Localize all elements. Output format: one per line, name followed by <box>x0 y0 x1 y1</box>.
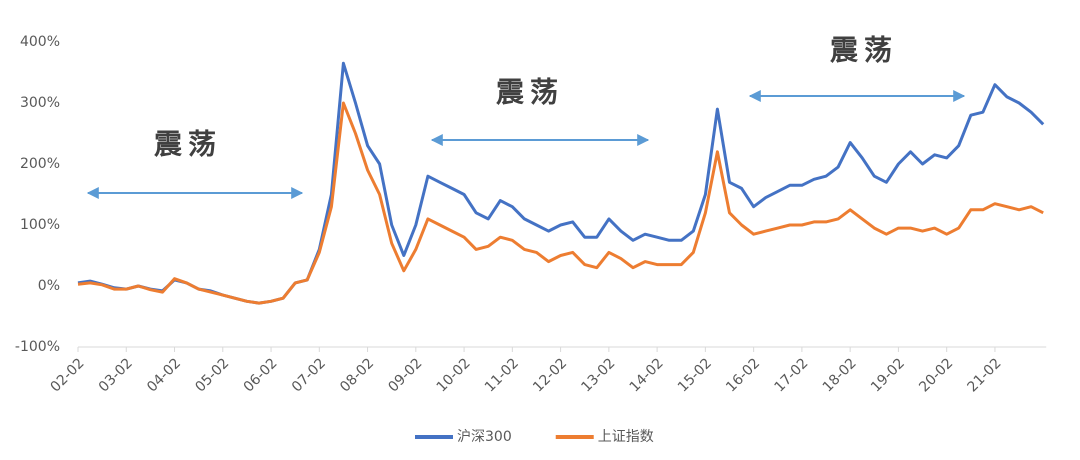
y-tick-label: 100% <box>20 217 60 233</box>
arrows <box>86 90 966 199</box>
y-tick-label: 0% <box>38 278 60 294</box>
x-tick-label: 07-02 <box>289 355 329 395</box>
x-tick-label: 05-02 <box>192 355 232 395</box>
legend-label: 沪深300 <box>457 429 512 445</box>
x-tick-label: 06-02 <box>241 355 281 395</box>
annotation: 震荡 <box>154 128 222 161</box>
x-tick-label: 12-02 <box>530 355 570 395</box>
x-tick-label: 16-02 <box>723 355 763 395</box>
annotation: 震荡 <box>496 76 564 109</box>
x-tick-label: 21-02 <box>965 355 1005 395</box>
y-tick-label: 200% <box>20 156 60 172</box>
y-tick-label: 300% <box>20 95 60 111</box>
x-tick-label: 03-02 <box>96 355 136 395</box>
x-tick-label: 10-02 <box>434 355 474 395</box>
x-tick-label: 19-02 <box>868 355 908 395</box>
x-tick-label: 17-02 <box>771 355 811 395</box>
x-tick-label: 15-02 <box>675 355 715 395</box>
y-tick-label: -100% <box>15 339 60 355</box>
x-tick-label: 14-02 <box>627 355 667 395</box>
annotation: 震荡 <box>830 34 898 67</box>
y-tick-label: 400% <box>20 34 60 50</box>
x-tick-label: 04-02 <box>144 355 184 395</box>
x-tick-label: 20-02 <box>916 355 956 395</box>
series-line <box>77 101 1044 305</box>
x-tick-label: 18-02 <box>820 355 860 395</box>
legend-label: 上证指数 <box>598 429 654 445</box>
x-tick-label: 02-02 <box>48 355 88 395</box>
x-tick-label: 13-02 <box>578 355 618 395</box>
x-tick-label: 11-02 <box>482 355 522 395</box>
x-tick-label: 08-02 <box>337 355 377 395</box>
x-tick-label: 09-02 <box>385 355 425 395</box>
